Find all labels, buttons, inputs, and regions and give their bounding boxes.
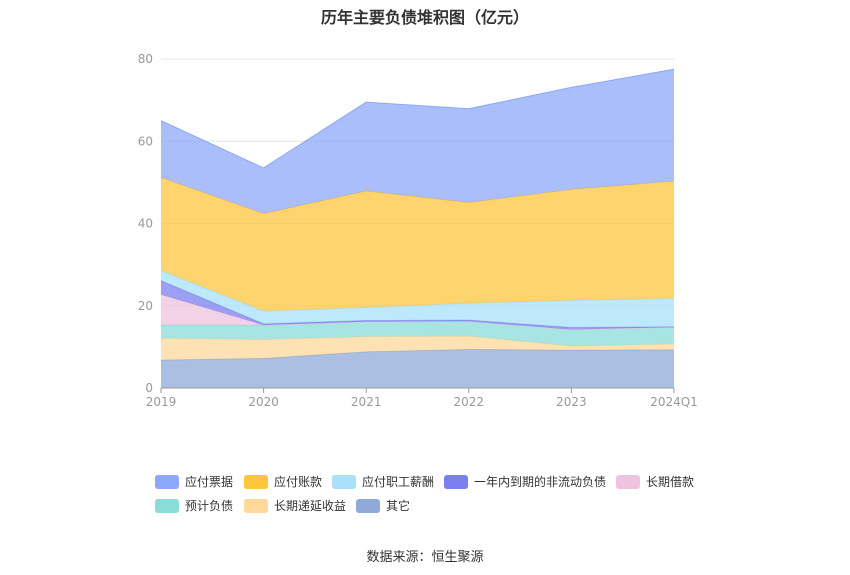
legend-label: 应付票据	[185, 475, 234, 489]
chart-title: 历年主要负债堆积图（亿元）	[320, 8, 529, 27]
legend-label: 应付账款	[274, 475, 323, 489]
area-edge-应付票据	[160, 68, 675, 169]
legend-swatch	[155, 474, 179, 489]
legend-item-current-noncurrent[interactable]: 一年内到期的非流动负债	[444, 473, 606, 490]
legend-swatch	[356, 498, 380, 513]
x-tick-label: 2020	[248, 395, 279, 409]
area-edge-长期借款	[160, 294, 675, 331]
stacked-area-chart: 0 20 40 60 80 2019 2020 2021 2022 2023 2024Q1	[138, 52, 698, 409]
legend-item-other[interactable]: 其它	[356, 497, 410, 514]
legend-item-notes-payable[interactable]: 应付票据	[155, 473, 233, 490]
legend-label: 长期借款	[646, 475, 695, 489]
legend-label: 其它	[386, 499, 411, 513]
legend-item-deferred-income[interactable]: 长期递延收益	[244, 497, 346, 514]
x-tick-label: 2024Q1	[650, 395, 698, 409]
x-tick-label: 2019	[146, 395, 177, 409]
legend-swatch	[155, 498, 179, 513]
area-series-长期递延收益	[161, 336, 674, 361]
legend-swatch	[244, 474, 268, 489]
legend-item-accounts-payable[interactable]: 应付账款	[244, 473, 322, 490]
y-tick-label: 80	[138, 52, 153, 66]
x-tick-label: 2022	[454, 395, 485, 409]
axis-layer: 0 20 40 60 80 2019 2020 2021 2022 2023 2024Q1	[138, 52, 698, 409]
legend-item-long-term-loan[interactable]: 长期借款	[616, 473, 694, 490]
legend-label: 长期递延收益	[274, 499, 347, 513]
y-tick-label: 20	[138, 299, 153, 313]
legend-label: 应付职工薪酬	[362, 475, 435, 489]
legend-swatch	[444, 474, 468, 489]
legend-label: 预计负债	[185, 499, 234, 513]
legend-item-provisions[interactable]: 预计负债	[155, 497, 233, 514]
area-series-应付职工薪酬	[161, 270, 674, 328]
legend-swatch	[244, 498, 268, 513]
legend-label: 一年内到期的非流动负债	[474, 475, 607, 489]
legend-swatch	[616, 474, 640, 489]
legend-swatch	[332, 474, 356, 489]
y-tick-label: 60	[138, 134, 153, 148]
y-tick-label: 0	[145, 381, 153, 395]
area-series-其它	[161, 349, 674, 388]
area-layer	[160, 68, 675, 388]
area-series-应付票据	[161, 69, 674, 214]
area-series-应付账款	[161, 177, 674, 312]
x-tick-label: 2021	[351, 395, 382, 409]
y-tick-label: 40	[138, 217, 153, 231]
data-source: 数据来源：恒生聚源	[366, 550, 484, 565]
legend-item-employee-pay[interactable]: 应付职工薪酬	[332, 473, 434, 490]
x-tick-label: 2023	[556, 395, 587, 409]
